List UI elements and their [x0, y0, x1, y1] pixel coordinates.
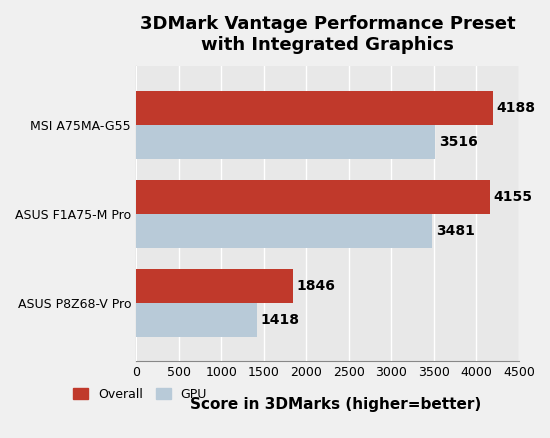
- Text: 3516: 3516: [439, 134, 477, 148]
- Text: 1846: 1846: [296, 279, 336, 293]
- Bar: [136, 303, 257, 337]
- Text: 1418: 1418: [260, 313, 299, 327]
- Bar: [136, 124, 435, 159]
- Bar: [136, 214, 432, 248]
- Bar: [136, 180, 490, 214]
- Bar: [136, 269, 293, 303]
- Text: 4188: 4188: [496, 101, 535, 115]
- Legend: Overall, GPU: Overall, GPU: [73, 388, 207, 401]
- Text: Score in 3DMarks (higher=better): Score in 3DMarks (higher=better): [190, 397, 481, 412]
- Bar: [136, 91, 492, 124]
- Text: 3481: 3481: [436, 224, 475, 238]
- Text: 4155: 4155: [493, 190, 532, 204]
- Title: 3DMark Vantage Performance Preset
with Integrated Graphics: 3DMark Vantage Performance Preset with I…: [140, 15, 515, 54]
